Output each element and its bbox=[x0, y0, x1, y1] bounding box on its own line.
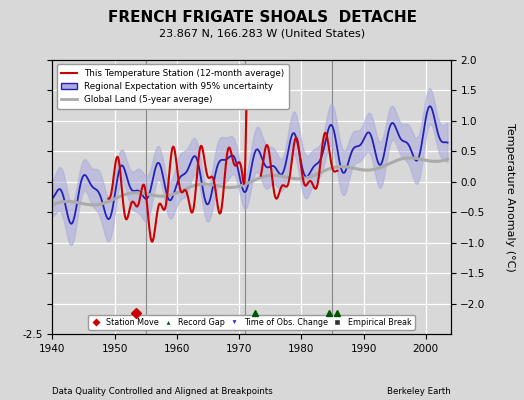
Text: Data Quality Controlled and Aligned at Breakpoints: Data Quality Controlled and Aligned at B… bbox=[52, 387, 273, 396]
Legend: Station Move, Record Gap, Time of Obs. Change, Empirical Break: Station Move, Record Gap, Time of Obs. C… bbox=[89, 314, 414, 330]
Text: 23.867 N, 166.283 W (United States): 23.867 N, 166.283 W (United States) bbox=[159, 28, 365, 38]
Y-axis label: Temperature Anomaly (°C): Temperature Anomaly (°C) bbox=[505, 123, 515, 271]
Text: Berkeley Earth: Berkeley Earth bbox=[387, 387, 451, 396]
Text: FRENCH FRIGATE SHOALS  DETACHE: FRENCH FRIGATE SHOALS DETACHE bbox=[107, 10, 417, 25]
